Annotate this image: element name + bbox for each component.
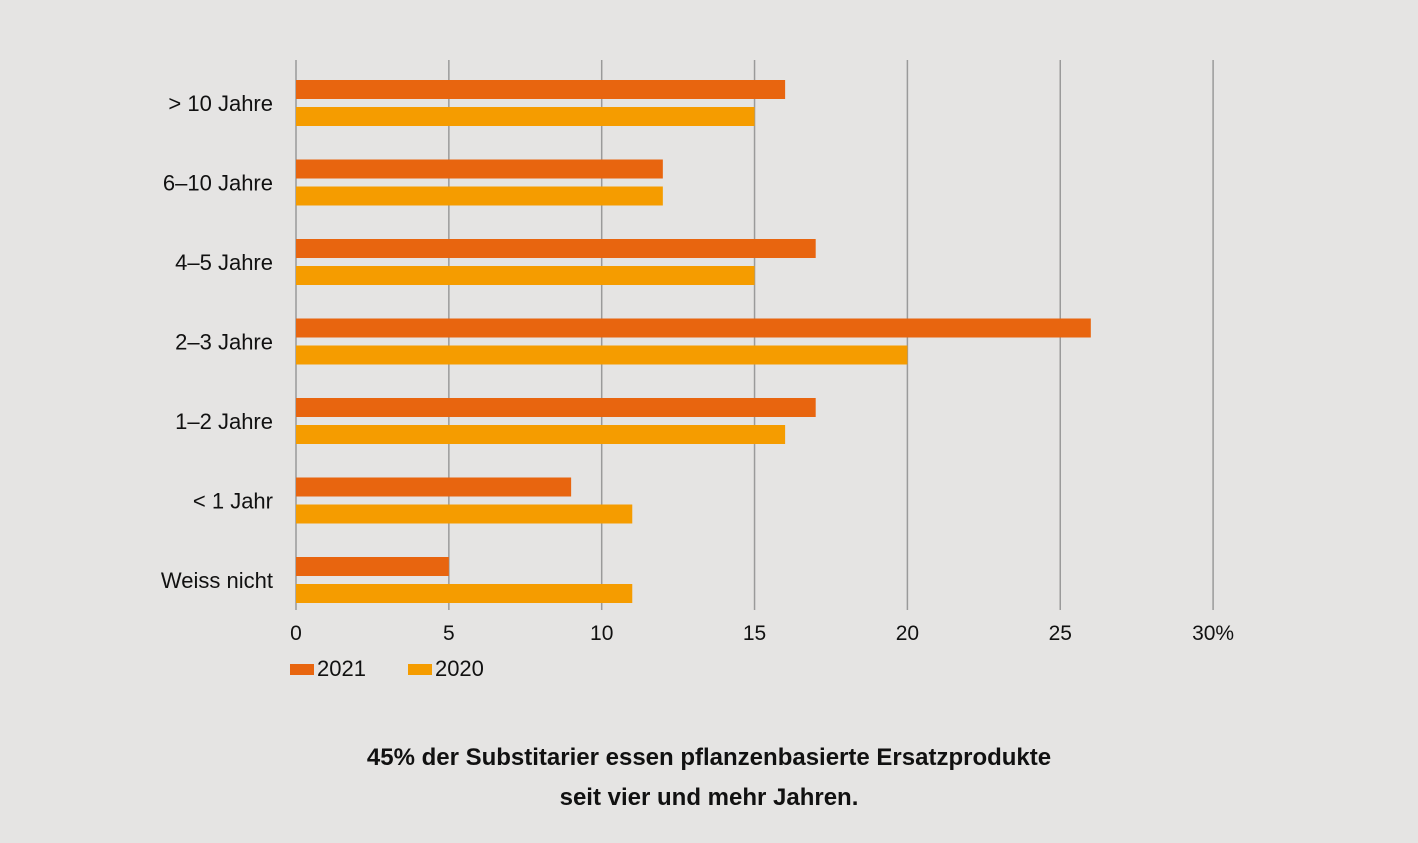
category-label: < 1 Jahr xyxy=(193,489,273,514)
bar-2020 xyxy=(296,107,755,126)
legend-label-2021: 2021 xyxy=(317,656,366,681)
bar-2020 xyxy=(296,504,633,524)
bar-2021 xyxy=(296,477,572,497)
x-axis-ticks: 0 5 10 15 20 25 30% xyxy=(290,622,1234,645)
bar-2021 xyxy=(296,239,816,258)
category-label: Weiss nicht xyxy=(161,568,273,593)
category-label: 4–5 Jahre xyxy=(175,250,273,275)
legend-item-2021: 2021 xyxy=(290,656,366,682)
x-tick-label: 0 xyxy=(290,622,302,645)
x-tick-label: 10 xyxy=(590,622,613,645)
bar-2020 xyxy=(296,584,633,603)
bar-2021 xyxy=(296,318,1091,338)
legend-label-2020: 2020 xyxy=(434,656,484,681)
category-label: 2–3 Jahre xyxy=(175,330,273,355)
bar-2020 xyxy=(296,345,908,365)
bar-2020 xyxy=(296,186,663,206)
bar-2020 xyxy=(296,266,755,285)
bars xyxy=(296,80,1091,603)
chart-caption: 45% der Substitarier essen pflanzenbasie… xyxy=(0,738,1418,818)
caption-line-1: 45% der Substitarier essen pflanzenbasie… xyxy=(366,744,1052,771)
x-tick-label: 20 xyxy=(896,622,919,645)
bar-2021 xyxy=(296,159,663,179)
legend: 2021 2020 xyxy=(290,656,484,682)
bar-2020 xyxy=(296,425,786,444)
category-labels: > 10 Jahre 6–10 Jahre 4–5 Jahre 2–3 Jahre 1–… xyxy=(161,91,273,593)
legend-item-2020: 2020 xyxy=(407,656,484,682)
legend-swatch-2021 xyxy=(290,663,314,675)
category-label: > 10 Jahre xyxy=(168,91,273,116)
category-label: 6–10 Jahre xyxy=(163,171,273,196)
x-tick-label: 15 xyxy=(743,622,766,645)
caption-line-2: seit vier und mehr Jahren. xyxy=(559,784,859,811)
bar-2021 xyxy=(296,398,816,417)
bar-2021 xyxy=(296,80,786,99)
x-tick-label: 30% xyxy=(1192,622,1234,645)
x-tick-label: 5 xyxy=(443,622,455,645)
legend-swatch-2020 xyxy=(407,663,432,675)
category-label: 1–2 Jahre xyxy=(175,409,273,434)
bar-2021 xyxy=(296,557,449,576)
x-tick-label: 25 xyxy=(1049,622,1072,645)
